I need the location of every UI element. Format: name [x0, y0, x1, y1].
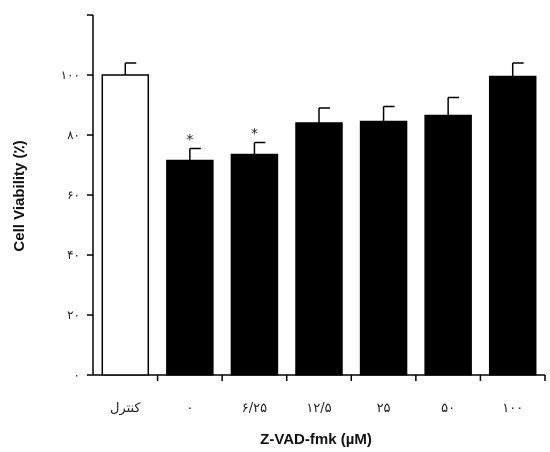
- y-tick-label: ۱۰۰: [61, 68, 80, 82]
- x-tick-label: ۱۰۰: [502, 401, 523, 416]
- x-tick-label: ۰: [186, 401, 193, 416]
- bar: [359, 120, 408, 376]
- significance-mark: *: [186, 133, 193, 149]
- bar: [295, 122, 343, 376]
- bar: [101, 74, 150, 376]
- x-tick-label: ۱۲/۵: [306, 401, 331, 416]
- x-tick-label: کنترل: [110, 401, 141, 416]
- y-tick-label: ۲۰: [67, 308, 80, 322]
- bar: [488, 75, 537, 376]
- y-tick-label: ۴۰: [67, 248, 80, 262]
- x-axis: کنترل ۰ ۶/۲۵ ۱۲/۵ ۲۵ ۵۰ ۱۰۰: [93, 374, 546, 416]
- y-tick-label: ۶۰: [67, 188, 80, 202]
- x-axis-title: Z-VAD-fmk (µM): [260, 431, 372, 448]
- x-tick-label: ۲۵: [377, 401, 391, 416]
- y-axis: ۰ ۲۰ ۴۰ ۶۰ ۸۰ ۱۰۰: [61, 14, 94, 382]
- y-tick-label: ۸۰: [67, 128, 80, 142]
- bar: [230, 153, 279, 376]
- bars: * *: [101, 62, 537, 376]
- y-axis-title: Cell Viability (٪): [11, 140, 28, 251]
- y-tick-label: ۰: [74, 368, 80, 382]
- bar: [166, 159, 214, 376]
- x-tick-label: ۵۰: [441, 401, 455, 416]
- x-tick-label: ۶/۲۵: [242, 401, 267, 416]
- bar: [424, 114, 472, 376]
- significance-mark: *: [251, 127, 258, 143]
